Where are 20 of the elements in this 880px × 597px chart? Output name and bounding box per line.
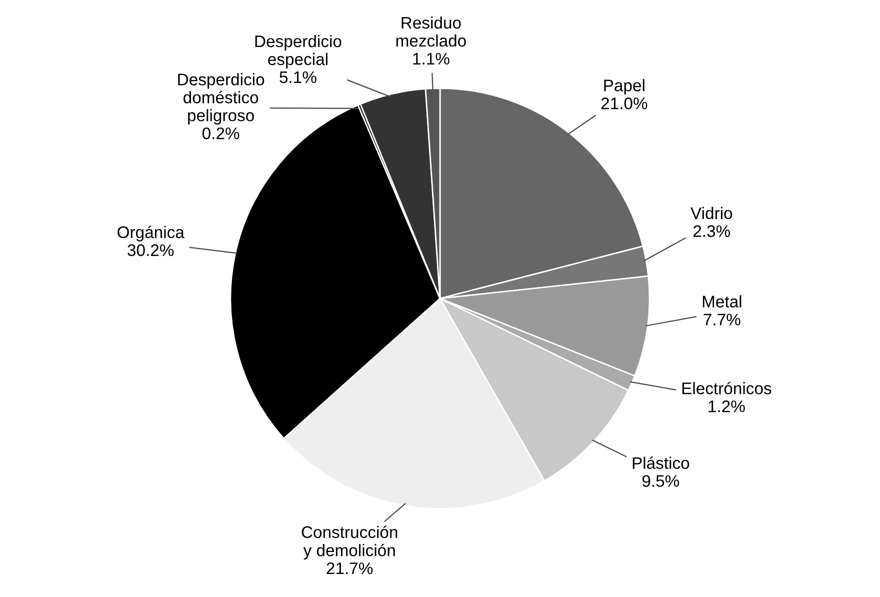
- slice-label: Vidrio: [690, 206, 732, 220]
- data-label: 0.2%: [202, 127, 240, 140]
- data-label: 21.7%: [326, 562, 373, 574]
- data-label: 1.1%: [413, 52, 450, 65]
- data-label: 21.0%: [601, 98, 648, 110]
- slice-label: Electrónicos: [682, 382, 772, 394]
- slice-label: Residuo mezclado: [396, 16, 466, 47]
- data-label: 2.3%: [693, 225, 730, 238]
- data-label: 9.5%: [642, 475, 680, 487]
- slice-label: Plástico: [632, 456, 690, 469]
- slice-label: Desperdicio especial: [255, 34, 342, 68]
- data-label: 5.1%: [280, 71, 316, 84]
- data-label: 30.2%: [128, 244, 174, 256]
- data-label: 1.2%: [708, 400, 745, 412]
- slice-label: Metal: [702, 295, 742, 308]
- data-label: 7.7%: [704, 314, 740, 326]
- slice-label: Orgánica: [118, 226, 184, 242]
- slice-label: Papel: [604, 79, 644, 95]
- slice-label: Construcción y demolición: [302, 526, 398, 560]
- slice-label: Desperdicio doméstico peligroso: [178, 73, 264, 125]
